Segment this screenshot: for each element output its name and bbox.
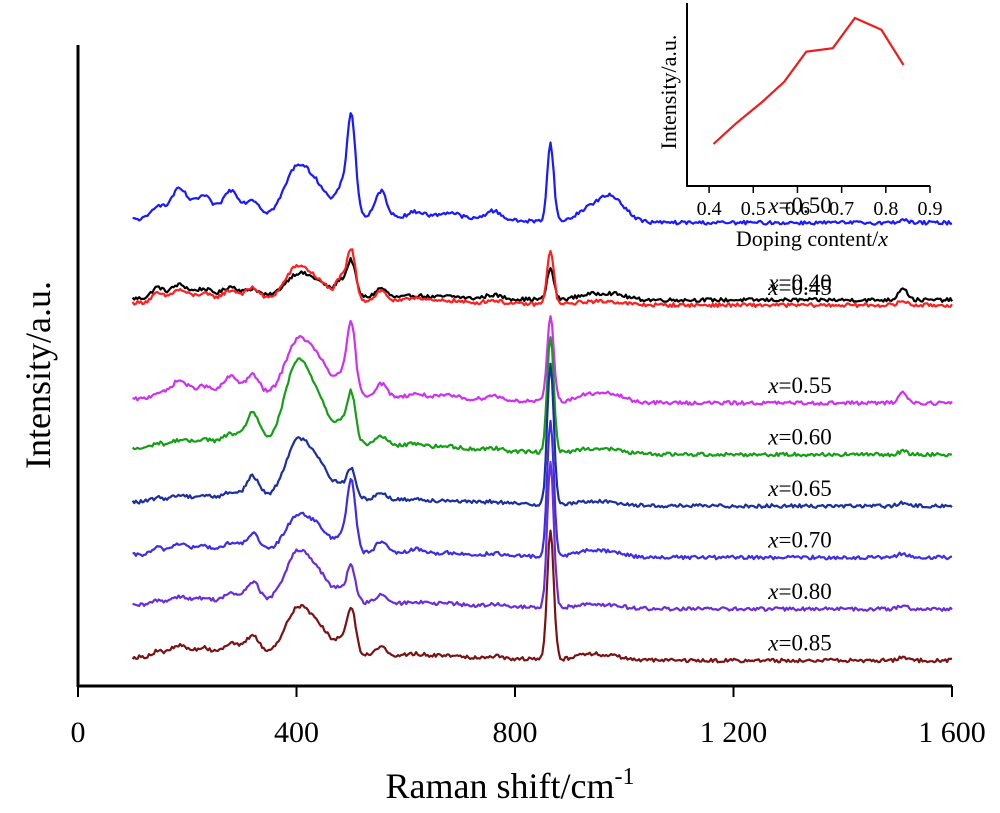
inset-x-tick-label: 0.7 <box>829 198 854 220</box>
spectrum-line-x0.50 <box>132 112 953 226</box>
x-tick-label: 400 <box>274 716 319 749</box>
x-axis-title-superscript: -1 <box>614 764 634 790</box>
series-label-x0.50: x=0.50 <box>767 193 831 218</box>
series-labels-group: x=0.40x=0.45x=0.50x=0.55x=0.60x=0.65x=0.… <box>767 193 831 656</box>
series-label-variable: x <box>767 373 779 398</box>
series-label-variable: x <box>767 579 779 604</box>
series-label-variable: x <box>767 528 779 553</box>
series-label-x0.85: x=0.85 <box>767 631 831 656</box>
inset-x-tick-label: 0.4 <box>697 198 722 220</box>
series-label-variable: x <box>767 270 779 295</box>
series-label-variable: x <box>767 476 779 501</box>
inset-x-axis-title-text: Doping content/ <box>736 226 879 251</box>
x-axis-title: Raman shift/cm-1 <box>386 764 635 806</box>
spectrum-line-x0.80 <box>132 460 953 612</box>
inset-x-tick-label: 0.6 <box>785 198 810 220</box>
series-label-x0.80: x=0.80 <box>767 579 831 604</box>
series-label-x0.45: x=0.45 <box>767 275 831 300</box>
series-label-x0.55: x=0.55 <box>767 373 831 398</box>
spectrum-line-x0.55 <box>132 315 953 406</box>
series-label-value: =0.85 <box>778 631 831 656</box>
series-label-value: =0.80 <box>778 579 831 604</box>
series-label-x0.40: x=0.40 <box>767 270 831 295</box>
series-label-value: =0.45 <box>778 275 831 300</box>
series-label-x0.70: x=0.70 <box>767 528 831 553</box>
series-label-variable: x <box>767 193 779 218</box>
inset-x-tick-label: 0.5 <box>741 198 766 220</box>
inset-y-axis-title: Intensity/a.u. <box>656 35 681 150</box>
svg-text:Raman shift/cm-1: Raman shift/cm-1 <box>386 764 635 806</box>
spectrum-line-x0.60 <box>131 336 953 458</box>
inset-x-tick-group: 0.4 0.5 0.6 0.7 0.8 0.9 <box>697 186 943 220</box>
spectrum-line-x0.70 <box>132 419 953 561</box>
main-plot: x=0.40x=0.45x=0.50x=0.55x=0.60x=0.65x=0.… <box>18 45 986 806</box>
series-label-value: =0.60 <box>778 425 831 450</box>
series-label-value: =0.50 <box>778 193 831 218</box>
spectra-series-group <box>131 112 953 664</box>
inset-x-axis-title-var: x <box>877 226 888 251</box>
spectrum-line-x0.45 <box>131 248 953 309</box>
inset-x-tick-label: 0.8 <box>873 198 898 220</box>
series-label-value: =0.70 <box>778 528 831 553</box>
series-label-value: =0.40 <box>778 270 831 295</box>
x-tick-label: 1 200 <box>700 716 768 749</box>
series-label-x0.65: x=0.65 <box>767 476 831 501</box>
series-label-variable: x <box>767 631 779 656</box>
series-label-x0.60: x=0.60 <box>767 425 831 450</box>
spectrum-line-x0.65 <box>131 362 953 509</box>
y-axis-title: Intensity/a.u. <box>18 281 58 469</box>
x-tick-label: 800 <box>493 716 538 749</box>
x-axis-title-text: Raman shift/cm <box>386 766 615 806</box>
spectrum-line-x0.85 <box>131 529 953 664</box>
inset-intensity-line <box>712 16 905 145</box>
inset-x-axis-title: Doping content/x <box>736 226 888 251</box>
inset-plot: 0.4 0.5 0.6 0.7 0.8 0.9 Intensity/a.u. Doping… <box>656 3 943 251</box>
inset-x-tick-label: 0.9 <box>918 198 943 220</box>
x-tick-label: 0 <box>71 716 86 749</box>
x-tick-group: 0 400 800 1 200 1 600 <box>71 686 986 749</box>
series-label-variable: x <box>767 425 779 450</box>
spectrum-line-x0.40 <box>131 257 953 303</box>
series-label-value: =0.55 <box>778 373 831 398</box>
x-tick-label: 1 600 <box>918 716 986 749</box>
series-label-variable: x <box>767 275 779 300</box>
series-label-value: =0.65 <box>778 476 831 501</box>
